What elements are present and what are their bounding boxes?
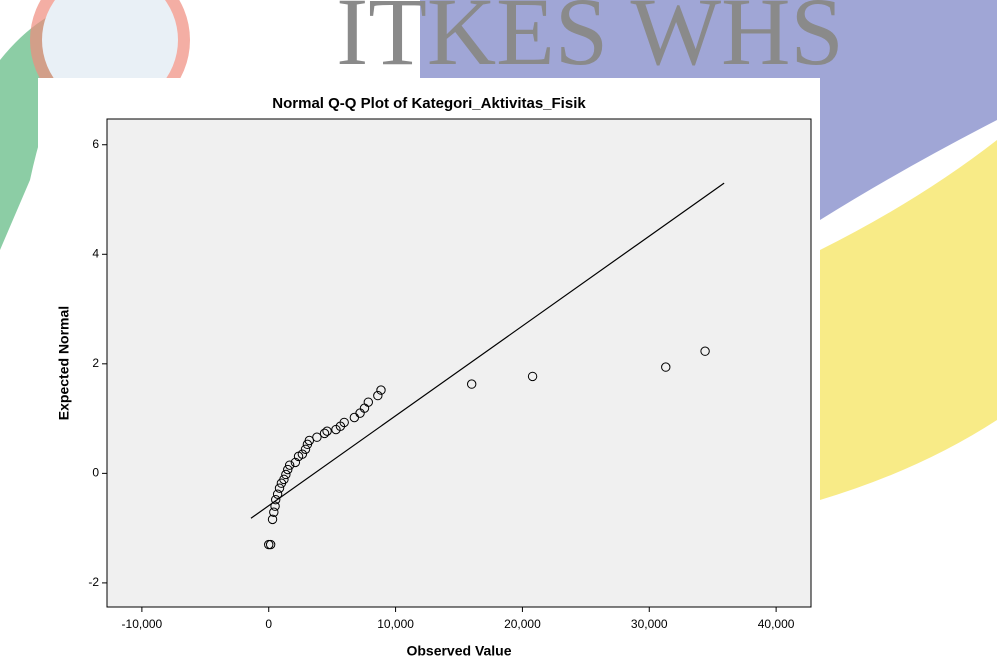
watermark-background: ITKES WHS — [0, 0, 997, 500]
chart-title: Normal Q-Q Plot of Kategori_Aktivitas_Fi… — [272, 95, 586, 112]
data-point — [373, 390, 383, 401]
data-point — [281, 469, 291, 480]
y-tick-label: 6 — [92, 137, 99, 151]
data-point — [284, 460, 295, 470]
data-point — [312, 432, 322, 442]
x-tick-label: 10,000 — [377, 617, 414, 631]
x-tick-label: 30,000 — [631, 617, 668, 631]
x-tick-label: 40,000 — [758, 617, 795, 631]
data-point — [283, 464, 293, 475]
data-point — [274, 483, 285, 493]
x-tick-label: 0 — [265, 617, 272, 631]
data-point — [272, 489, 283, 499]
data-point — [661, 362, 671, 372]
data-point — [265, 539, 276, 550]
data-point — [319, 428, 330, 439]
y-tick-label: 0 — [92, 466, 99, 480]
plot-area — [106, 118, 812, 608]
data-point — [300, 444, 311, 454]
data-point — [297, 449, 308, 459]
y-tick-label: 4 — [92, 246, 99, 260]
data-point — [527, 371, 538, 382]
y-tick-label: -2 — [88, 575, 99, 589]
data-point — [339, 417, 349, 428]
data-point — [271, 494, 281, 505]
y-tick-label: 2 — [92, 356, 99, 370]
data-point — [466, 379, 477, 389]
data-point — [700, 346, 710, 356]
x-tick-label: -10,000 — [122, 617, 163, 631]
data-point — [322, 426, 332, 436]
data-point — [290, 457, 301, 468]
reference-line — [250, 182, 725, 519]
data-point — [304, 435, 315, 446]
y-axis-label: Expected Normal — [56, 306, 72, 420]
data-point — [363, 397, 374, 407]
x-tick-label: 20,000 — [504, 617, 541, 631]
x-axis-label: Observed Value — [406, 643, 511, 659]
data-point — [279, 474, 289, 485]
data-point — [376, 385, 386, 395]
data-point — [267, 514, 278, 525]
data-point — [269, 507, 279, 517]
data-point — [270, 501, 280, 511]
watermark-text: ITKES WHS — [336, 0, 844, 85]
